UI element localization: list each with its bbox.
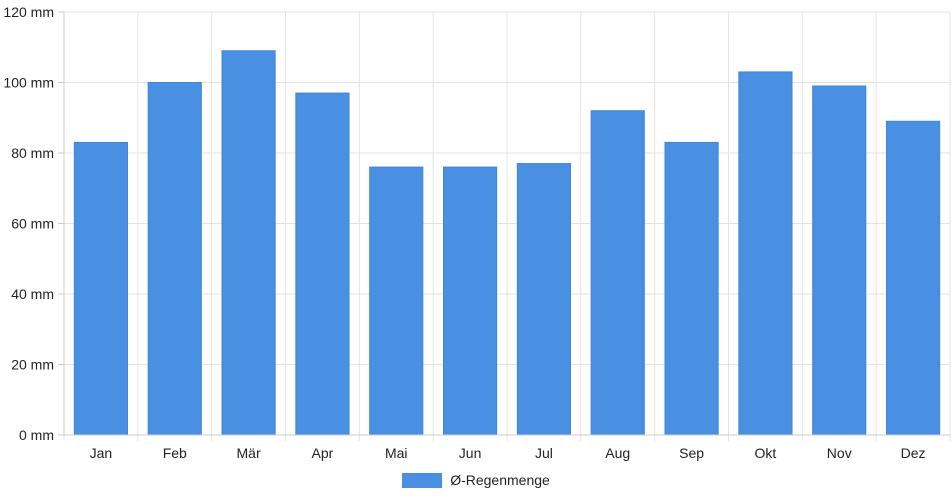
bar-dez xyxy=(886,120,941,436)
x-tick-label: Jul xyxy=(535,445,553,461)
bars-layer xyxy=(73,50,941,436)
chart-canvas: 0 mm 20 mm 40 mm 60 mm 80 mm 100 mm 120 mm Jan F… xyxy=(3,4,951,461)
bar-jan xyxy=(73,141,128,436)
axis-layer: 0 mm 20 mm 40 mm 60 mm 80 mm 100 mm 120 mm Jan F… xyxy=(3,4,950,461)
x-tick-label: Apr xyxy=(312,445,334,461)
x-tick-label: Aug xyxy=(605,445,630,461)
x-tick-label: Mär xyxy=(237,445,261,461)
bar-jun xyxy=(443,166,498,436)
bar-nov xyxy=(812,85,867,436)
x-tick-label: Jan xyxy=(90,445,113,461)
x-tick-label: Jun xyxy=(459,445,482,461)
y-tick-label: 60 mm xyxy=(11,216,54,232)
bar-mär xyxy=(221,50,276,436)
y-tick-label: 100 mm xyxy=(3,75,54,91)
x-tick-label: Okt xyxy=(755,445,777,461)
y-tick-label: 40 mm xyxy=(11,286,54,302)
x-tick-label: Mai xyxy=(385,445,408,461)
grid-layer xyxy=(63,11,951,441)
bar-aug xyxy=(590,110,645,436)
bar-okt xyxy=(738,71,793,436)
x-tick-label: Feb xyxy=(163,445,187,461)
bar-sep xyxy=(664,141,719,436)
x-tick-label: Dez xyxy=(901,445,926,461)
legend-label: Ø-Regenmenge xyxy=(450,472,550,488)
chart-legend: Ø-Regenmenge xyxy=(0,472,952,488)
y-tick-label: 0 mm xyxy=(19,427,54,443)
y-tick-label: 120 mm xyxy=(3,4,54,20)
y-tick-label: 80 mm xyxy=(11,145,54,161)
x-tick-label: Sep xyxy=(679,445,704,461)
bar-mai xyxy=(369,166,424,436)
bar-feb xyxy=(147,82,202,436)
bar-jul xyxy=(516,163,571,436)
y-tick-label: 20 mm xyxy=(11,357,54,373)
x-tick-label: Nov xyxy=(827,445,852,461)
bar-apr xyxy=(295,92,350,436)
legend-swatch xyxy=(402,472,443,488)
